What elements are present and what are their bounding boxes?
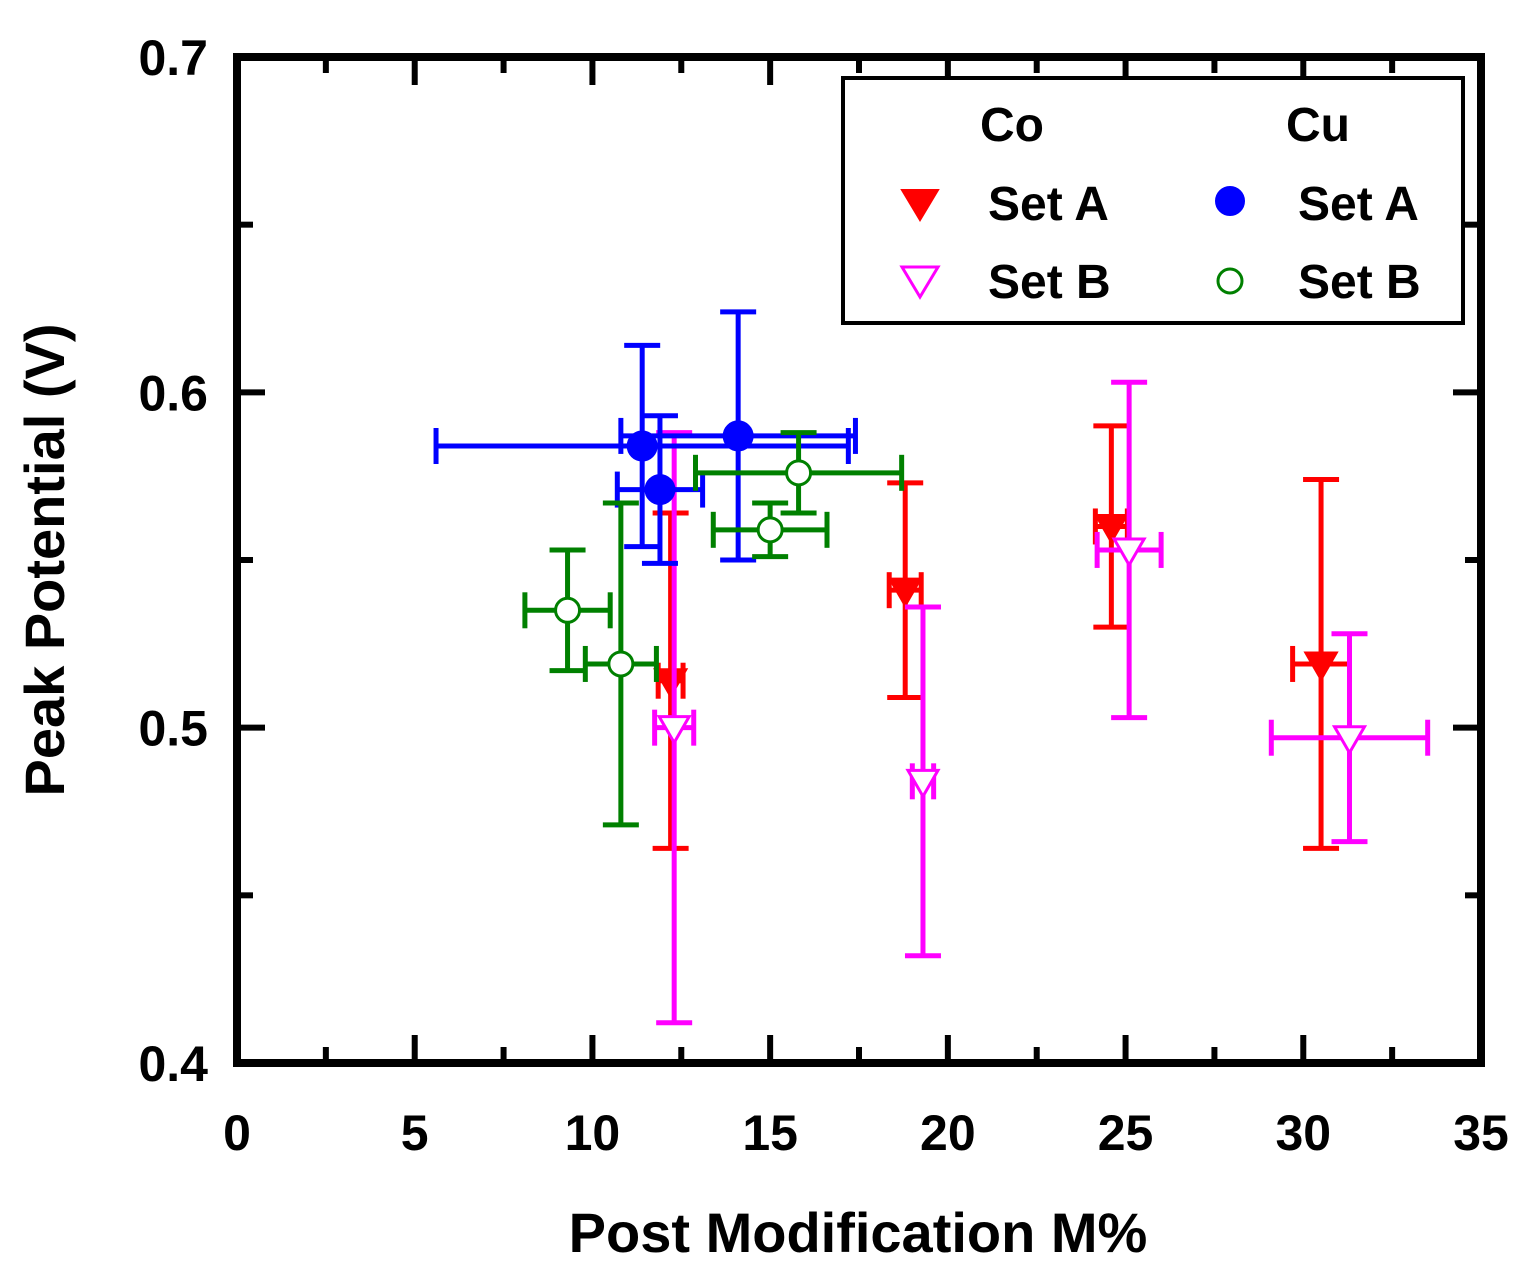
data-point <box>653 668 689 699</box>
y-tick-label: 0.5 <box>138 701 208 757</box>
data-point <box>1331 725 1368 756</box>
legend-label-co-set-a: Set A <box>988 178 1109 231</box>
legend: Co Cu Set A Set B Set A Set B <box>841 76 1465 325</box>
legend-label-cu-set-b: Set B <box>1298 256 1421 309</box>
data-point <box>887 577 923 609</box>
data-point <box>1303 651 1339 682</box>
data-series <box>433 309 1431 1026</box>
x-tick-label: 30 <box>1275 1105 1331 1161</box>
legend-marker-co-set-a <box>900 189 940 222</box>
data-point <box>722 420 754 452</box>
data-point <box>644 474 676 506</box>
series-cu-set-b <box>522 430 905 828</box>
data-point <box>1093 513 1129 545</box>
legend-header-cu: Cu <box>1286 99 1350 152</box>
data-point <box>626 430 658 462</box>
series-co-set-b <box>652 379 1431 1026</box>
y-axis-tick-labels: 0.4 0.5 0.6 0.7 <box>138 30 208 1092</box>
data-point <box>785 459 813 487</box>
data-point <box>656 715 692 746</box>
y-axis-ticks <box>237 54 1481 1066</box>
y-tick-label: 0.4 <box>138 1036 208 1092</box>
legend-marker-cu-set-b <box>1216 267 1244 295</box>
x-tick-label: 5 <box>401 1105 429 1161</box>
x-axis-label: Post Modification M% <box>569 1201 1148 1264</box>
x-tick-label: 35 <box>1453 1105 1509 1161</box>
y-axis-label: Peak Potential (V) <box>13 323 76 796</box>
x-tick-label: 25 <box>1098 1105 1154 1161</box>
legend-marker-cu-set-a <box>1215 186 1245 216</box>
data-point <box>905 768 941 800</box>
x-axis-ticks <box>234 57 1484 1063</box>
data-point <box>756 516 784 544</box>
legend-marker-co-set-b <box>899 265 941 300</box>
data-point <box>554 596 582 624</box>
legend-box <box>841 76 1465 325</box>
legend-label-cu-set-a: Set A <box>1298 178 1419 231</box>
legend-header-co: Co <box>980 99 1044 152</box>
data-point <box>607 650 635 678</box>
x-axis-tick-labels: 0 5 10 15 20 25 30 35 <box>223 1105 1509 1161</box>
legend-label-co-set-b: Set B <box>988 256 1111 309</box>
y-tick-label: 0.7 <box>138 30 208 86</box>
y-tick-label: 0.6 <box>138 365 208 421</box>
x-tick-label: 20 <box>920 1105 976 1161</box>
x-tick-label: 0 <box>223 1105 251 1161</box>
x-tick-label: 10 <box>565 1105 621 1161</box>
data-point <box>1111 537 1147 568</box>
x-tick-label: 15 <box>742 1105 798 1161</box>
